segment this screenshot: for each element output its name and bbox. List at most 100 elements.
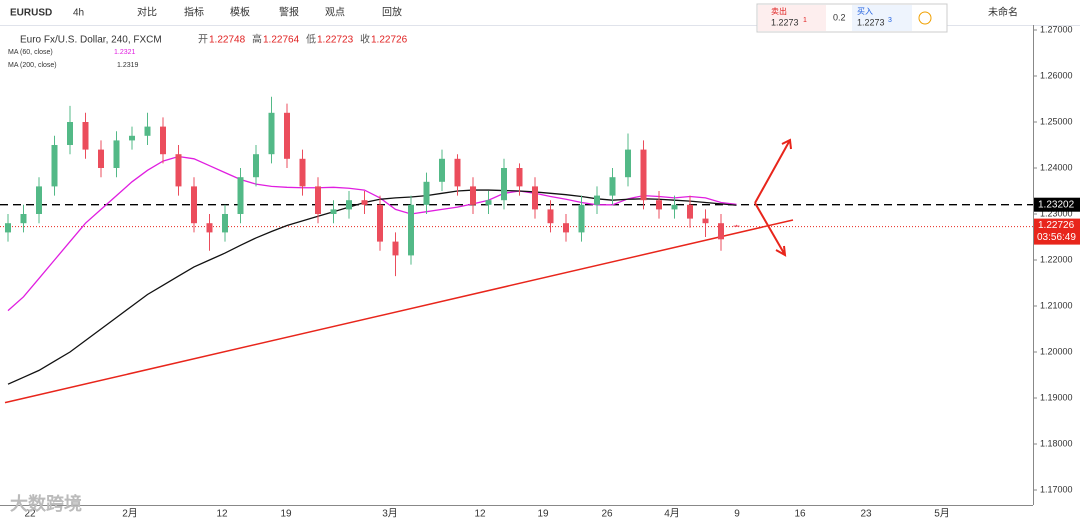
buy-label: 买入: [857, 7, 873, 16]
candle-body: [516, 168, 523, 187]
countdown: 03:56:49: [1037, 232, 1076, 243]
legend-close-label: 收: [360, 33, 370, 46]
buy-price: 1.2273: [857, 17, 885, 27]
candle-body: [144, 126, 151, 136]
sell-price: 1.2273: [771, 17, 799, 27]
sell-sup: 1: [803, 17, 807, 24]
candle-body: [640, 149, 647, 201]
candle-body: [501, 168, 507, 201]
legend-open-label: 开: [198, 35, 208, 46]
legend-low-label: 低: [306, 33, 316, 46]
toolbar-item[interactable]: 指标: [184, 6, 204, 19]
y-tick-label: 1.21000: [1040, 300, 1073, 310]
buy-sup: 3: [888, 17, 892, 24]
candle-body: [36, 186, 42, 214]
y-tick-label: 1.20000: [1040, 346, 1073, 356]
legend-close: 1.22726: [371, 35, 408, 46]
candle-body: [687, 204, 693, 219]
candle-body: [733, 225, 740, 227]
symbol[interactable]: EURUSD: [10, 8, 52, 19]
y-tick-label: 1.25000: [1040, 116, 1073, 126]
candle-body: [222, 214, 228, 233]
y-tick-label: 1.22000: [1040, 254, 1073, 264]
sell-label: 卖出: [771, 6, 787, 16]
interval[interactable]: 4h: [73, 8, 84, 19]
candle-body: [315, 186, 321, 214]
candle-body: [113, 140, 120, 168]
last-price-tag: [1034, 218, 1080, 245]
toolbar-item[interactable]: 观点: [325, 7, 345, 19]
candle-body: [454, 158, 461, 187]
legend-title: Euro Fx/U.S. Dollar, 240, FXCM: [20, 35, 162, 46]
toolbar-item[interactable]: 回放: [382, 6, 402, 19]
plot: 1.27000 1.26000 1.25000 1.24000 1.23000 1.220…: [0, 24, 1073, 520]
candle-body: [439, 158, 445, 182]
candle-body: [578, 204, 585, 233]
candle-body: [237, 177, 244, 214]
candle-body: [346, 200, 352, 210]
info-icon[interactable]: [918, 11, 932, 25]
toolbar-item[interactable]: 对比: [137, 6, 157, 19]
candle-body: [98, 149, 104, 168]
x-tick-label: 26: [601, 509, 613, 520]
buy-box[interactable]: [852, 5, 912, 31]
y-tick-label: 1.17000: [1040, 484, 1073, 494]
y-tick-label: 1.18000: [1040, 438, 1073, 448]
legend-high: 1.22764: [263, 35, 300, 46]
candle-body: [330, 209, 337, 214]
ma60-value: 1.2321: [114, 49, 136, 56]
ma60-line: [7, 155, 737, 312]
x-tick-label: 5月: [934, 508, 950, 520]
legend-high-label: 高: [252, 33, 262, 46]
y-tick-label: 1.27000: [1040, 24, 1073, 34]
candle-body: [377, 204, 383, 242]
candle-body: [253, 154, 259, 178]
x-tick-label: 12: [216, 509, 228, 520]
resistance-label: 1.23202: [1038, 199, 1075, 210]
candle-body: [268, 112, 275, 155]
candle-body: [392, 241, 399, 256]
candle-body: [656, 200, 662, 210]
candle-body: [67, 122, 73, 145]
toolbar-item[interactable]: 模板: [230, 6, 250, 19]
candle-body: [284, 112, 290, 159]
y-tick-label: 1.26000: [1040, 70, 1073, 80]
arrows: [754, 138, 792, 257]
last-price-label: 1.22726: [1038, 220, 1075, 231]
x-tick-label: 22: [24, 509, 36, 520]
layout-name[interactable]: 未命名: [988, 6, 1018, 19]
candle-body: [175, 154, 182, 187]
resistance-tag: [1034, 197, 1080, 212]
watermark: 大数跨境: [10, 493, 82, 514]
x-tick-label: 4月: [664, 508, 680, 520]
candle-body: [563, 223, 569, 233]
candle-body: [547, 209, 554, 224]
legend-low: 1.22723: [317, 35, 354, 46]
candle-body: [160, 126, 166, 155]
y-tick-label: 1.19000: [1040, 392, 1073, 402]
candle-body: [206, 223, 213, 233]
y-tick-label: 1.24000: [1040, 162, 1073, 172]
x-tick-label: 19: [537, 509, 549, 520]
x-tick-label: 9: [734, 509, 740, 520]
candle-body: [594, 195, 600, 205]
x-tick-label: 12: [474, 509, 486, 520]
toolbar-item[interactable]: 警报: [279, 6, 299, 19]
x-tick-label: 2月: [122, 508, 138, 520]
x-tick-label: 16: [794, 509, 806, 520]
ma200-line: [7, 189, 737, 385]
sell-box[interactable]: [758, 5, 826, 31]
candle-body: [485, 200, 492, 205]
candle-body: [361, 200, 368, 205]
candle-body: [51, 145, 58, 187]
x-tick-label: 19: [280, 509, 292, 520]
candle-body: [82, 122, 89, 150]
candle-body: [299, 158, 306, 187]
candle-body: [470, 186, 476, 205]
candle-body: [191, 186, 197, 224]
x-tick-label: 3月: [382, 508, 398, 520]
legend-open: 1.22748: [209, 35, 246, 46]
